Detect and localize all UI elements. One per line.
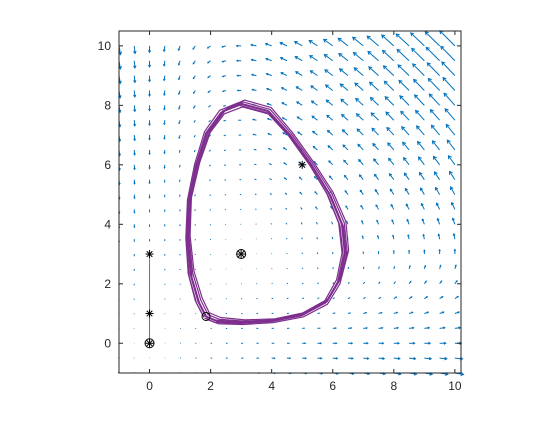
quiver-arrow-head — [149, 182, 150, 183]
quiver-arrow — [225, 180, 226, 181]
quiver-arrow — [317, 268, 318, 269]
quiver-arrow — [317, 237, 318, 239]
x-tick-label: 10 — [448, 379, 462, 393]
y-tick-label: 6 — [104, 158, 111, 172]
quiver-arrow-head — [350, 327, 351, 328]
y-tick-label: 0 — [104, 336, 111, 350]
quiver-arrow — [254, 149, 257, 150]
quiver-arrow-head — [335, 328, 336, 329]
quiver-arrow — [302, 238, 303, 240]
quiver-arrow — [302, 298, 304, 299]
quiver-arrow — [287, 283, 288, 284]
quiver-arrow — [224, 150, 226, 151]
quiver-arrow-head — [179, 137, 180, 138]
quiver-arrow-head — [223, 91, 224, 92]
quiver-arrow — [225, 195, 226, 196]
quiver-arrow-head — [149, 197, 150, 198]
y-tick-label: 8 — [104, 98, 111, 112]
quiver-arrow — [255, 179, 257, 180]
y-tick-label: 4 — [104, 217, 111, 231]
quiver-arrow — [224, 135, 226, 136]
quiver-arrow-head — [134, 226, 135, 227]
quiver-arrow-head — [304, 343, 305, 344]
quiver-arrow-head — [365, 312, 366, 313]
quiver-arrow — [210, 195, 211, 196]
quiver-arrow — [195, 195, 196, 197]
quiver-arrow-head — [289, 358, 290, 359]
quiver-arrow — [332, 237, 333, 239]
quiver-arrow-head — [164, 167, 165, 168]
quiver-arrow-head — [409, 266, 410, 267]
quiver-arrow — [333, 313, 336, 314]
quiver-arrow — [179, 165, 180, 168]
quiver-arrow — [255, 194, 257, 195]
quiver-arrow-head — [164, 152, 165, 153]
y-tick-label: 10 — [98, 39, 112, 53]
quiver-arrow-head — [274, 358, 275, 359]
y-tick-label: 2 — [104, 277, 111, 291]
quiver-arrow — [210, 209, 211, 210]
quiver-arrow-head — [134, 212, 135, 213]
quiver-arrow-head — [238, 90, 239, 91]
x-tick-label: 6 — [329, 379, 336, 393]
quiver-arrow-head — [253, 134, 254, 135]
quiver-arrow-head — [408, 250, 409, 251]
quiver-arrow-head — [320, 343, 321, 344]
quiver-arrow — [333, 267, 334, 269]
x-tick-label: 8 — [390, 379, 397, 393]
quiver-arrow — [317, 313, 319, 314]
quiver-arrow — [363, 267, 364, 269]
x-tick-label: 2 — [207, 379, 214, 393]
quiver-arrow — [302, 268, 303, 269]
quiver-arrow — [254, 164, 256, 165]
quiver-arrow — [348, 267, 349, 269]
quiver-arrow — [224, 165, 226, 166]
x-tick-label: 0 — [146, 379, 153, 393]
quiver-arrow — [271, 223, 272, 224]
x-tick-label: 4 — [268, 379, 275, 393]
quiver-arrow — [302, 283, 303, 284]
quiver-arrow-head — [393, 251, 394, 252]
quiver-arrow-head — [362, 236, 363, 237]
quiver-arrow — [180, 180, 181, 182]
